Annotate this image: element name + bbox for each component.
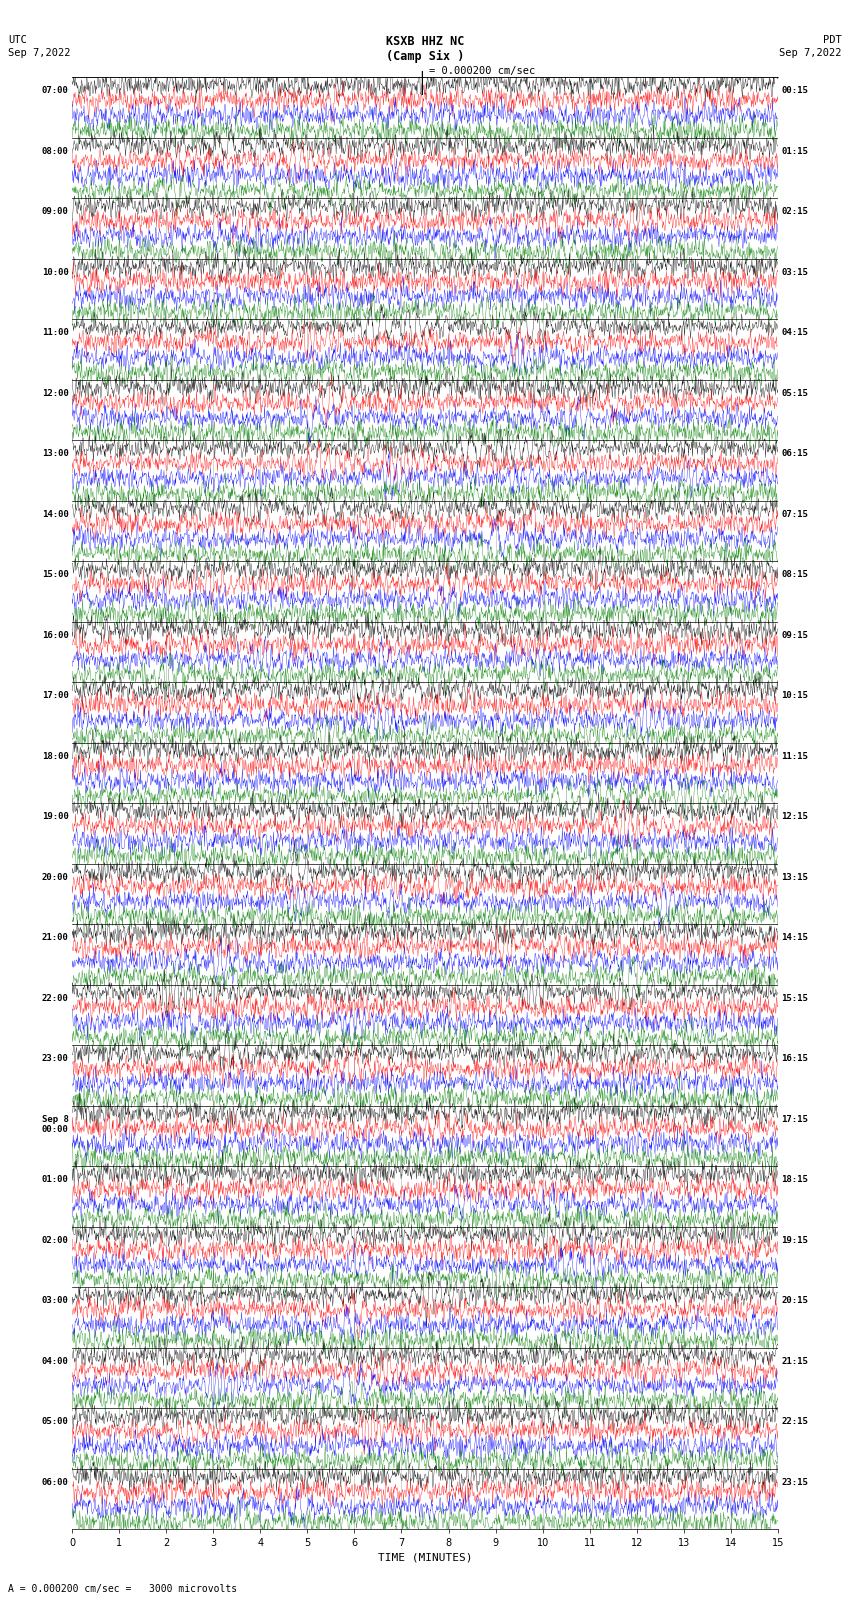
Text: 05:15: 05:15 — [781, 389, 808, 398]
Text: 02:00: 02:00 — [42, 1236, 69, 1245]
Text: 18:00: 18:00 — [42, 752, 69, 761]
Text: 16:00: 16:00 — [42, 631, 69, 640]
Text: 23:15: 23:15 — [781, 1478, 808, 1487]
Text: 03:00: 03:00 — [42, 1297, 69, 1305]
Text: 17:00: 17:00 — [42, 692, 69, 700]
Text: 23:00: 23:00 — [42, 1055, 69, 1063]
Text: 15:00: 15:00 — [42, 571, 69, 579]
Text: 04:00: 04:00 — [42, 1357, 69, 1366]
Text: 13:15: 13:15 — [781, 873, 808, 882]
Text: A = 0.000200 cm/sec =   3000 microvolts: A = 0.000200 cm/sec = 3000 microvolts — [8, 1584, 238, 1594]
Text: = 0.000200 cm/sec: = 0.000200 cm/sec — [429, 66, 536, 76]
X-axis label: TIME (MINUTES): TIME (MINUTES) — [377, 1552, 473, 1563]
Text: 02:15: 02:15 — [781, 208, 808, 216]
Text: 06:15: 06:15 — [781, 450, 808, 458]
Text: PDT: PDT — [823, 35, 842, 45]
Text: 20:00: 20:00 — [42, 873, 69, 882]
Text: 22:00: 22:00 — [42, 994, 69, 1003]
Text: 08:00: 08:00 — [42, 147, 69, 156]
Text: 15:15: 15:15 — [781, 994, 808, 1003]
Text: 11:00: 11:00 — [42, 329, 69, 337]
Text: 19:15: 19:15 — [781, 1236, 808, 1245]
Text: 14:15: 14:15 — [781, 934, 808, 942]
Text: Sep 7,2022: Sep 7,2022 — [8, 48, 71, 58]
Text: 10:15: 10:15 — [781, 692, 808, 700]
Text: (Camp Six ): (Camp Six ) — [386, 50, 464, 63]
Text: 13:00: 13:00 — [42, 450, 69, 458]
Text: 00:15: 00:15 — [781, 87, 808, 95]
Text: 21:15: 21:15 — [781, 1357, 808, 1366]
Text: 11:15: 11:15 — [781, 752, 808, 761]
Text: 09:15: 09:15 — [781, 631, 808, 640]
Text: UTC: UTC — [8, 35, 27, 45]
Text: 21:00: 21:00 — [42, 934, 69, 942]
Text: 20:15: 20:15 — [781, 1297, 808, 1305]
Text: 07:00: 07:00 — [42, 87, 69, 95]
Text: 10:00: 10:00 — [42, 268, 69, 277]
Text: Sep 8
00:00: Sep 8 00:00 — [42, 1115, 69, 1134]
Text: 14:00: 14:00 — [42, 510, 69, 519]
Text: 22:15: 22:15 — [781, 1418, 808, 1426]
Text: 01:15: 01:15 — [781, 147, 808, 156]
Text: 17:15: 17:15 — [781, 1115, 808, 1124]
Text: 06:00: 06:00 — [42, 1478, 69, 1487]
Text: 08:15: 08:15 — [781, 571, 808, 579]
Text: 03:15: 03:15 — [781, 268, 808, 277]
Text: KSXB HHZ NC: KSXB HHZ NC — [386, 35, 464, 48]
Text: 16:15: 16:15 — [781, 1055, 808, 1063]
Text: 04:15: 04:15 — [781, 329, 808, 337]
Text: 12:15: 12:15 — [781, 813, 808, 821]
Text: 05:00: 05:00 — [42, 1418, 69, 1426]
Text: 19:00: 19:00 — [42, 813, 69, 821]
Text: 09:00: 09:00 — [42, 208, 69, 216]
Text: 12:00: 12:00 — [42, 389, 69, 398]
Text: 18:15: 18:15 — [781, 1176, 808, 1184]
Text: 01:00: 01:00 — [42, 1176, 69, 1184]
Text: 07:15: 07:15 — [781, 510, 808, 519]
Text: Sep 7,2022: Sep 7,2022 — [779, 48, 842, 58]
